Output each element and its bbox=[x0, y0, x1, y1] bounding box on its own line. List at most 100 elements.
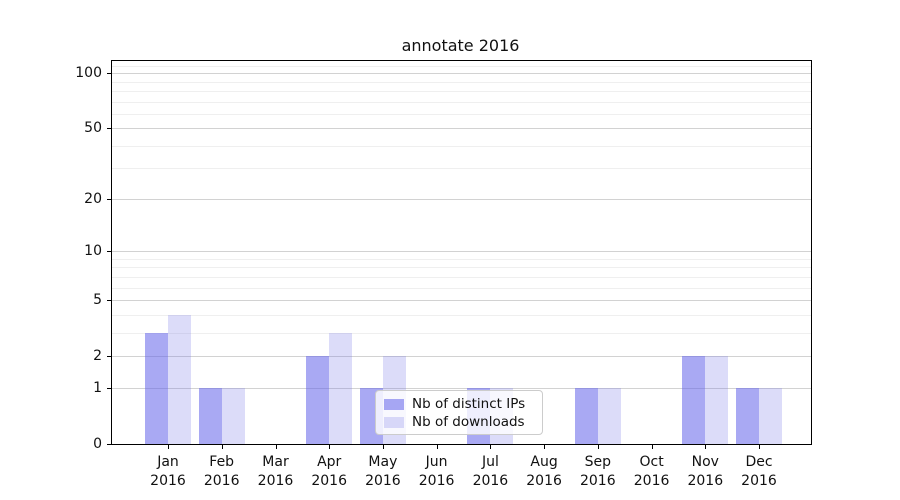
xtick-mark-feb bbox=[221, 445, 223, 449]
ytick-mark-0 bbox=[107, 444, 111, 445]
gridline-minor-7 bbox=[112, 276, 811, 278]
xtick-mark-nov bbox=[705, 445, 707, 449]
gridline-minor-40 bbox=[112, 145, 811, 147]
xtick-month: Feb bbox=[209, 454, 235, 470]
ytick-label-100: 100 bbox=[75, 65, 102, 82]
plot-area: 0 1 2 5 10 20 50 100 Jan 2016 Feb 2016 Mar 2016 Apr 201… bbox=[75, 60, 812, 489]
xtick-mark-jul bbox=[490, 445, 492, 449]
gridline-major-5 bbox=[112, 300, 811, 301]
legend-swatch-downloads bbox=[384, 416, 404, 428]
ytick-label-1: 1 bbox=[93, 380, 102, 397]
xtick-year: 2016 bbox=[633, 473, 670, 489]
xtick-month: Sep bbox=[584, 454, 611, 470]
gridline-minor-3 bbox=[112, 332, 811, 334]
xtick-month: Nov bbox=[691, 454, 719, 470]
legend-swatch-distinct-ips bbox=[384, 398, 404, 410]
bar-downloads-feb bbox=[221, 388, 245, 444]
gridline-minor-60 bbox=[112, 113, 811, 115]
xtick-label-feb: Feb 2016 bbox=[192, 453, 252, 491]
xtick-mark-jun bbox=[436, 445, 438, 449]
ytick-label-0: 0 bbox=[93, 436, 102, 452]
bar-distinct-ips-nov bbox=[682, 355, 706, 444]
bar-downloads-apr bbox=[329, 332, 353, 444]
ytick-label-50: 50 bbox=[84, 120, 102, 137]
ytick-mark-5 bbox=[107, 300, 111, 301]
gridline-major-20 bbox=[112, 199, 811, 201]
gridline-minor-6 bbox=[112, 287, 811, 289]
xtick-year: 2016 bbox=[741, 473, 777, 489]
bar-distinct-ips-sep bbox=[574, 388, 598, 444]
bar-downloads-jan bbox=[168, 314, 191, 444]
xtick-year: 2016 bbox=[203, 473, 240, 489]
xtick-mark-apr bbox=[329, 445, 331, 449]
xtick-mark-oct bbox=[651, 445, 653, 449]
gridline-minor-80 bbox=[112, 90, 811, 92]
xtick-label-may: May 2016 bbox=[353, 453, 413, 491]
xtick-label-apr: Apr 2016 bbox=[299, 453, 359, 491]
xtick-year: 2016 bbox=[687, 473, 724, 489]
legend-label-downloads: Nb of downloads bbox=[412, 414, 525, 430]
gridline-major-1 bbox=[112, 388, 811, 390]
ytick-label-10: 10 bbox=[84, 243, 102, 260]
bar-distinct-ips-feb bbox=[198, 388, 222, 444]
bar-downloads-dec bbox=[759, 388, 782, 444]
xtick-mark-sep bbox=[597, 445, 599, 449]
xtick-year: 2016 bbox=[150, 473, 186, 489]
xtick-month: Jan bbox=[157, 454, 179, 470]
legend-label-distinct-ips: Nb of distinct IPs bbox=[412, 396, 526, 412]
gridline-minor-4 bbox=[112, 314, 811, 316]
xtick-month: Oct bbox=[639, 454, 664, 470]
gridline-major-10 bbox=[112, 251, 811, 253]
ytick-mark-20 bbox=[107, 199, 111, 201]
gridline-minor-8 bbox=[112, 267, 811, 269]
xtick-label-jan: Jan 2016 bbox=[138, 453, 198, 491]
chart-title: annotate 2016 bbox=[401, 36, 520, 55]
xtick-year: 2016 bbox=[365, 473, 401, 489]
xtick-year: 2016 bbox=[418, 473, 455, 489]
bar-distinct-ips-jan bbox=[145, 332, 168, 444]
xtick-month: May bbox=[368, 454, 398, 470]
xtick-mark-jan bbox=[168, 445, 169, 449]
xtick-year: 2016 bbox=[579, 473, 616, 489]
xtick-label-jun: Jun 2016 bbox=[407, 453, 467, 491]
xtick-month: Mar bbox=[262, 454, 289, 470]
xtick-mark-dec bbox=[759, 445, 760, 449]
xtick-year: 2016 bbox=[472, 473, 509, 489]
xtick-month: Aug bbox=[530, 454, 558, 470]
xtick-label-nov: Nov 2016 bbox=[675, 453, 735, 491]
xtick-month: Jul bbox=[481, 454, 499, 470]
gridline-minor-70 bbox=[112, 101, 811, 103]
ytick-label-2: 2 bbox=[93, 347, 102, 364]
gridline-major-50 bbox=[112, 128, 811, 130]
xtick-mark-aug bbox=[544, 445, 546, 449]
xtick-month: Apr bbox=[317, 454, 342, 470]
ytick-label-5: 5 bbox=[93, 292, 102, 308]
gridline-minor-9 bbox=[112, 259, 811, 260]
xtick-label-dec: Dec 2016 bbox=[729, 453, 789, 491]
ytick-mark-2 bbox=[107, 355, 111, 357]
gridline-major-100 bbox=[112, 73, 811, 75]
bar-distinct-ips-dec bbox=[736, 388, 759, 444]
xtick-year: 2016 bbox=[257, 473, 294, 489]
xtick-month: Dec bbox=[745, 454, 773, 470]
ytick-mark-100 bbox=[107, 73, 111, 75]
xtick-label-sep: Sep 2016 bbox=[568, 453, 628, 491]
xtick-label-jul: Jul 2016 bbox=[460, 453, 520, 491]
xtick-mark-mar bbox=[275, 445, 277, 449]
xtick-label-aug: Aug 2016 bbox=[514, 453, 574, 491]
ytick-mark-50 bbox=[107, 128, 111, 130]
gridline-minor-30 bbox=[112, 168, 811, 170]
gridline-major-2 bbox=[112, 355, 811, 357]
xtick-year: 2016 bbox=[311, 473, 347, 489]
legend-entry-distinct-ips: Nb of distinct IPs bbox=[384, 396, 535, 412]
xtick-label-oct: Oct 2016 bbox=[622, 453, 682, 491]
ytick-mark-10 bbox=[107, 251, 111, 253]
xtick-year: 2016 bbox=[526, 473, 562, 489]
bar-downloads-nov bbox=[705, 355, 729, 444]
legend-entry-downloads: Nb of downloads bbox=[384, 414, 535, 430]
bar-distinct-ips-apr bbox=[306, 355, 330, 444]
xtick-label-mar: Mar 2016 bbox=[246, 453, 306, 491]
gridline-minor-110 bbox=[112, 65, 811, 67]
ytick-mark-1 bbox=[107, 388, 111, 390]
